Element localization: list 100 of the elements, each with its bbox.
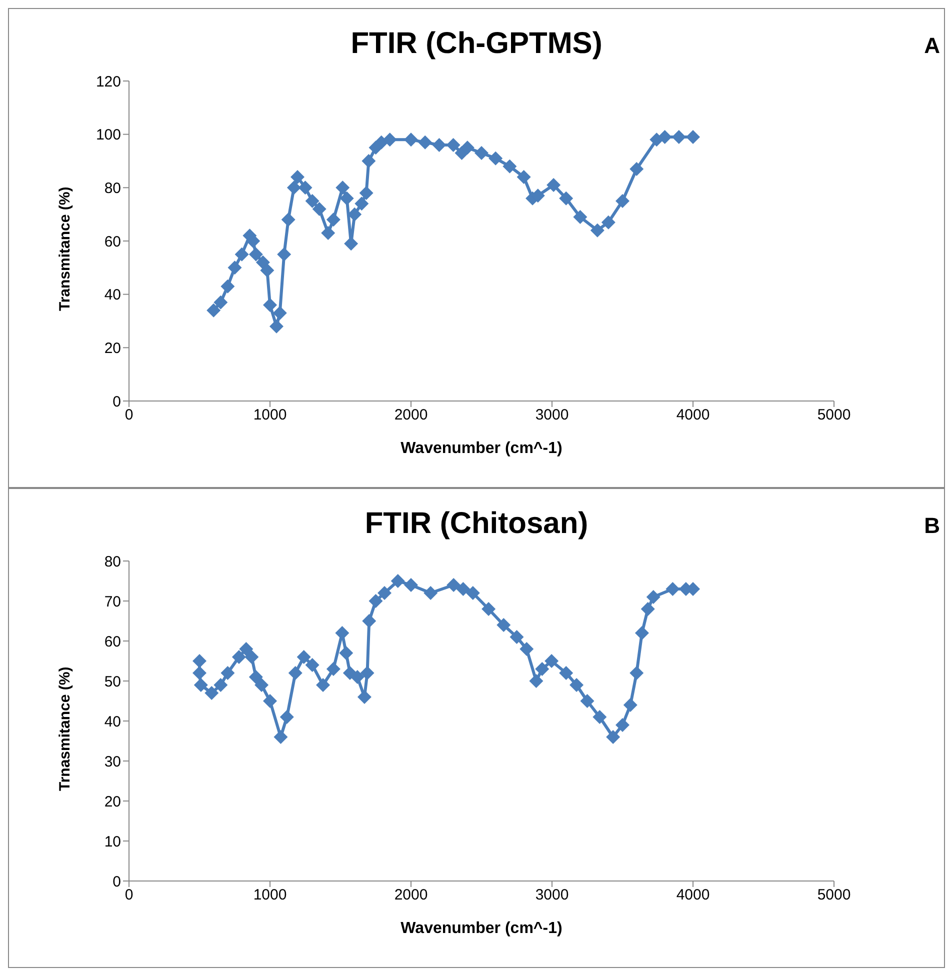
y-tick-label: 10	[104, 833, 121, 850]
point	[502, 159, 517, 174]
point	[404, 578, 418, 592]
x-tick-label: 4000	[676, 406, 710, 424]
point	[658, 130, 672, 144]
x-tick-label: 0	[124, 886, 134, 904]
point	[312, 202, 326, 216]
point	[248, 670, 263, 684]
x-axis-title: Wavenumber (cm^-1)	[400, 920, 562, 937]
y-axis-title: Transmitance (%)	[56, 186, 74, 311]
x-tick-label: 1000	[253, 886, 287, 904]
point	[580, 694, 594, 708]
y-tick-label: 100	[96, 126, 121, 144]
x-tick-label: 5000	[817, 406, 851, 424]
point	[474, 146, 488, 160]
point	[520, 642, 534, 656]
text: B	[924, 513, 940, 539]
y-tick-label: 40	[104, 713, 121, 730]
point	[616, 718, 630, 732]
point	[192, 654, 206, 668]
point	[280, 710, 294, 724]
point	[286, 180, 301, 195]
point	[234, 247, 249, 262]
point	[260, 263, 274, 278]
point	[254, 678, 269, 692]
point	[321, 226, 336, 240]
point	[634, 626, 649, 640]
y-tick-label: 20	[104, 340, 121, 357]
point	[446, 138, 460, 152]
point	[344, 236, 358, 251]
point	[298, 180, 312, 195]
point	[348, 207, 362, 222]
point	[666, 582, 680, 596]
point	[686, 130, 700, 144]
point	[404, 132, 418, 147]
point	[274, 730, 288, 744]
chart-title: FTIR (Ch-GPTMS)	[350, 27, 602, 60]
chart-title: FTIR (Chitosan)	[364, 507, 588, 540]
point	[336, 180, 350, 195]
x-tick-label: 0	[124, 406, 134, 424]
point	[220, 666, 235, 680]
point	[248, 247, 263, 262]
point	[432, 138, 446, 152]
point	[269, 319, 284, 334]
point	[559, 191, 574, 206]
point	[418, 135, 432, 150]
point	[601, 215, 616, 230]
point	[368, 594, 383, 608]
point	[204, 686, 219, 700]
point	[377, 586, 392, 600]
text: A	[924, 33, 940, 59]
point	[606, 730, 620, 744]
point	[214, 295, 228, 310]
point	[272, 306, 287, 320]
y-tick-label: 80	[104, 553, 121, 570]
point	[263, 694, 277, 708]
x-tick-label: 2000	[394, 406, 428, 424]
point	[510, 630, 524, 644]
point	[244, 650, 259, 664]
x-tick-label: 2000	[394, 886, 428, 904]
x-tick-label: 1000	[253, 406, 287, 424]
point	[192, 666, 206, 680]
point	[340, 191, 354, 206]
point	[516, 170, 531, 184]
point	[446, 578, 461, 592]
point	[573, 210, 588, 224]
point	[281, 212, 296, 227]
point	[256, 255, 270, 270]
point	[339, 646, 354, 660]
point	[360, 666, 374, 680]
point	[357, 690, 372, 704]
y-tick-label: 60	[104, 233, 121, 250]
point	[559, 666, 574, 680]
point	[382, 132, 397, 147]
point	[277, 247, 292, 262]
point	[590, 223, 604, 238]
point	[672, 130, 686, 144]
y-tick-label: 0	[112, 873, 121, 890]
x-tick-label: 3000	[535, 886, 569, 904]
point	[466, 586, 480, 600]
point	[326, 662, 340, 676]
point	[220, 279, 235, 294]
y-tick-label: 80	[104, 180, 121, 197]
point	[194, 678, 208, 692]
point	[214, 678, 228, 692]
y-axis-title: Trnasmitance (%)	[56, 666, 74, 791]
point	[354, 196, 369, 211]
x-tick-label: 5000	[817, 886, 851, 904]
point	[482, 602, 496, 616]
y-tick-label: 30	[104, 753, 121, 770]
y-tick-label: 20	[104, 793, 121, 810]
point	[305, 194, 320, 208]
point	[228, 260, 242, 275]
point	[424, 586, 438, 600]
y-tick-label: 50	[104, 673, 121, 690]
point	[350, 670, 364, 684]
point	[290, 170, 304, 184]
y-tick-label: 40	[104, 286, 121, 304]
y-tick-label: 120	[96, 73, 121, 90]
point	[288, 666, 302, 680]
